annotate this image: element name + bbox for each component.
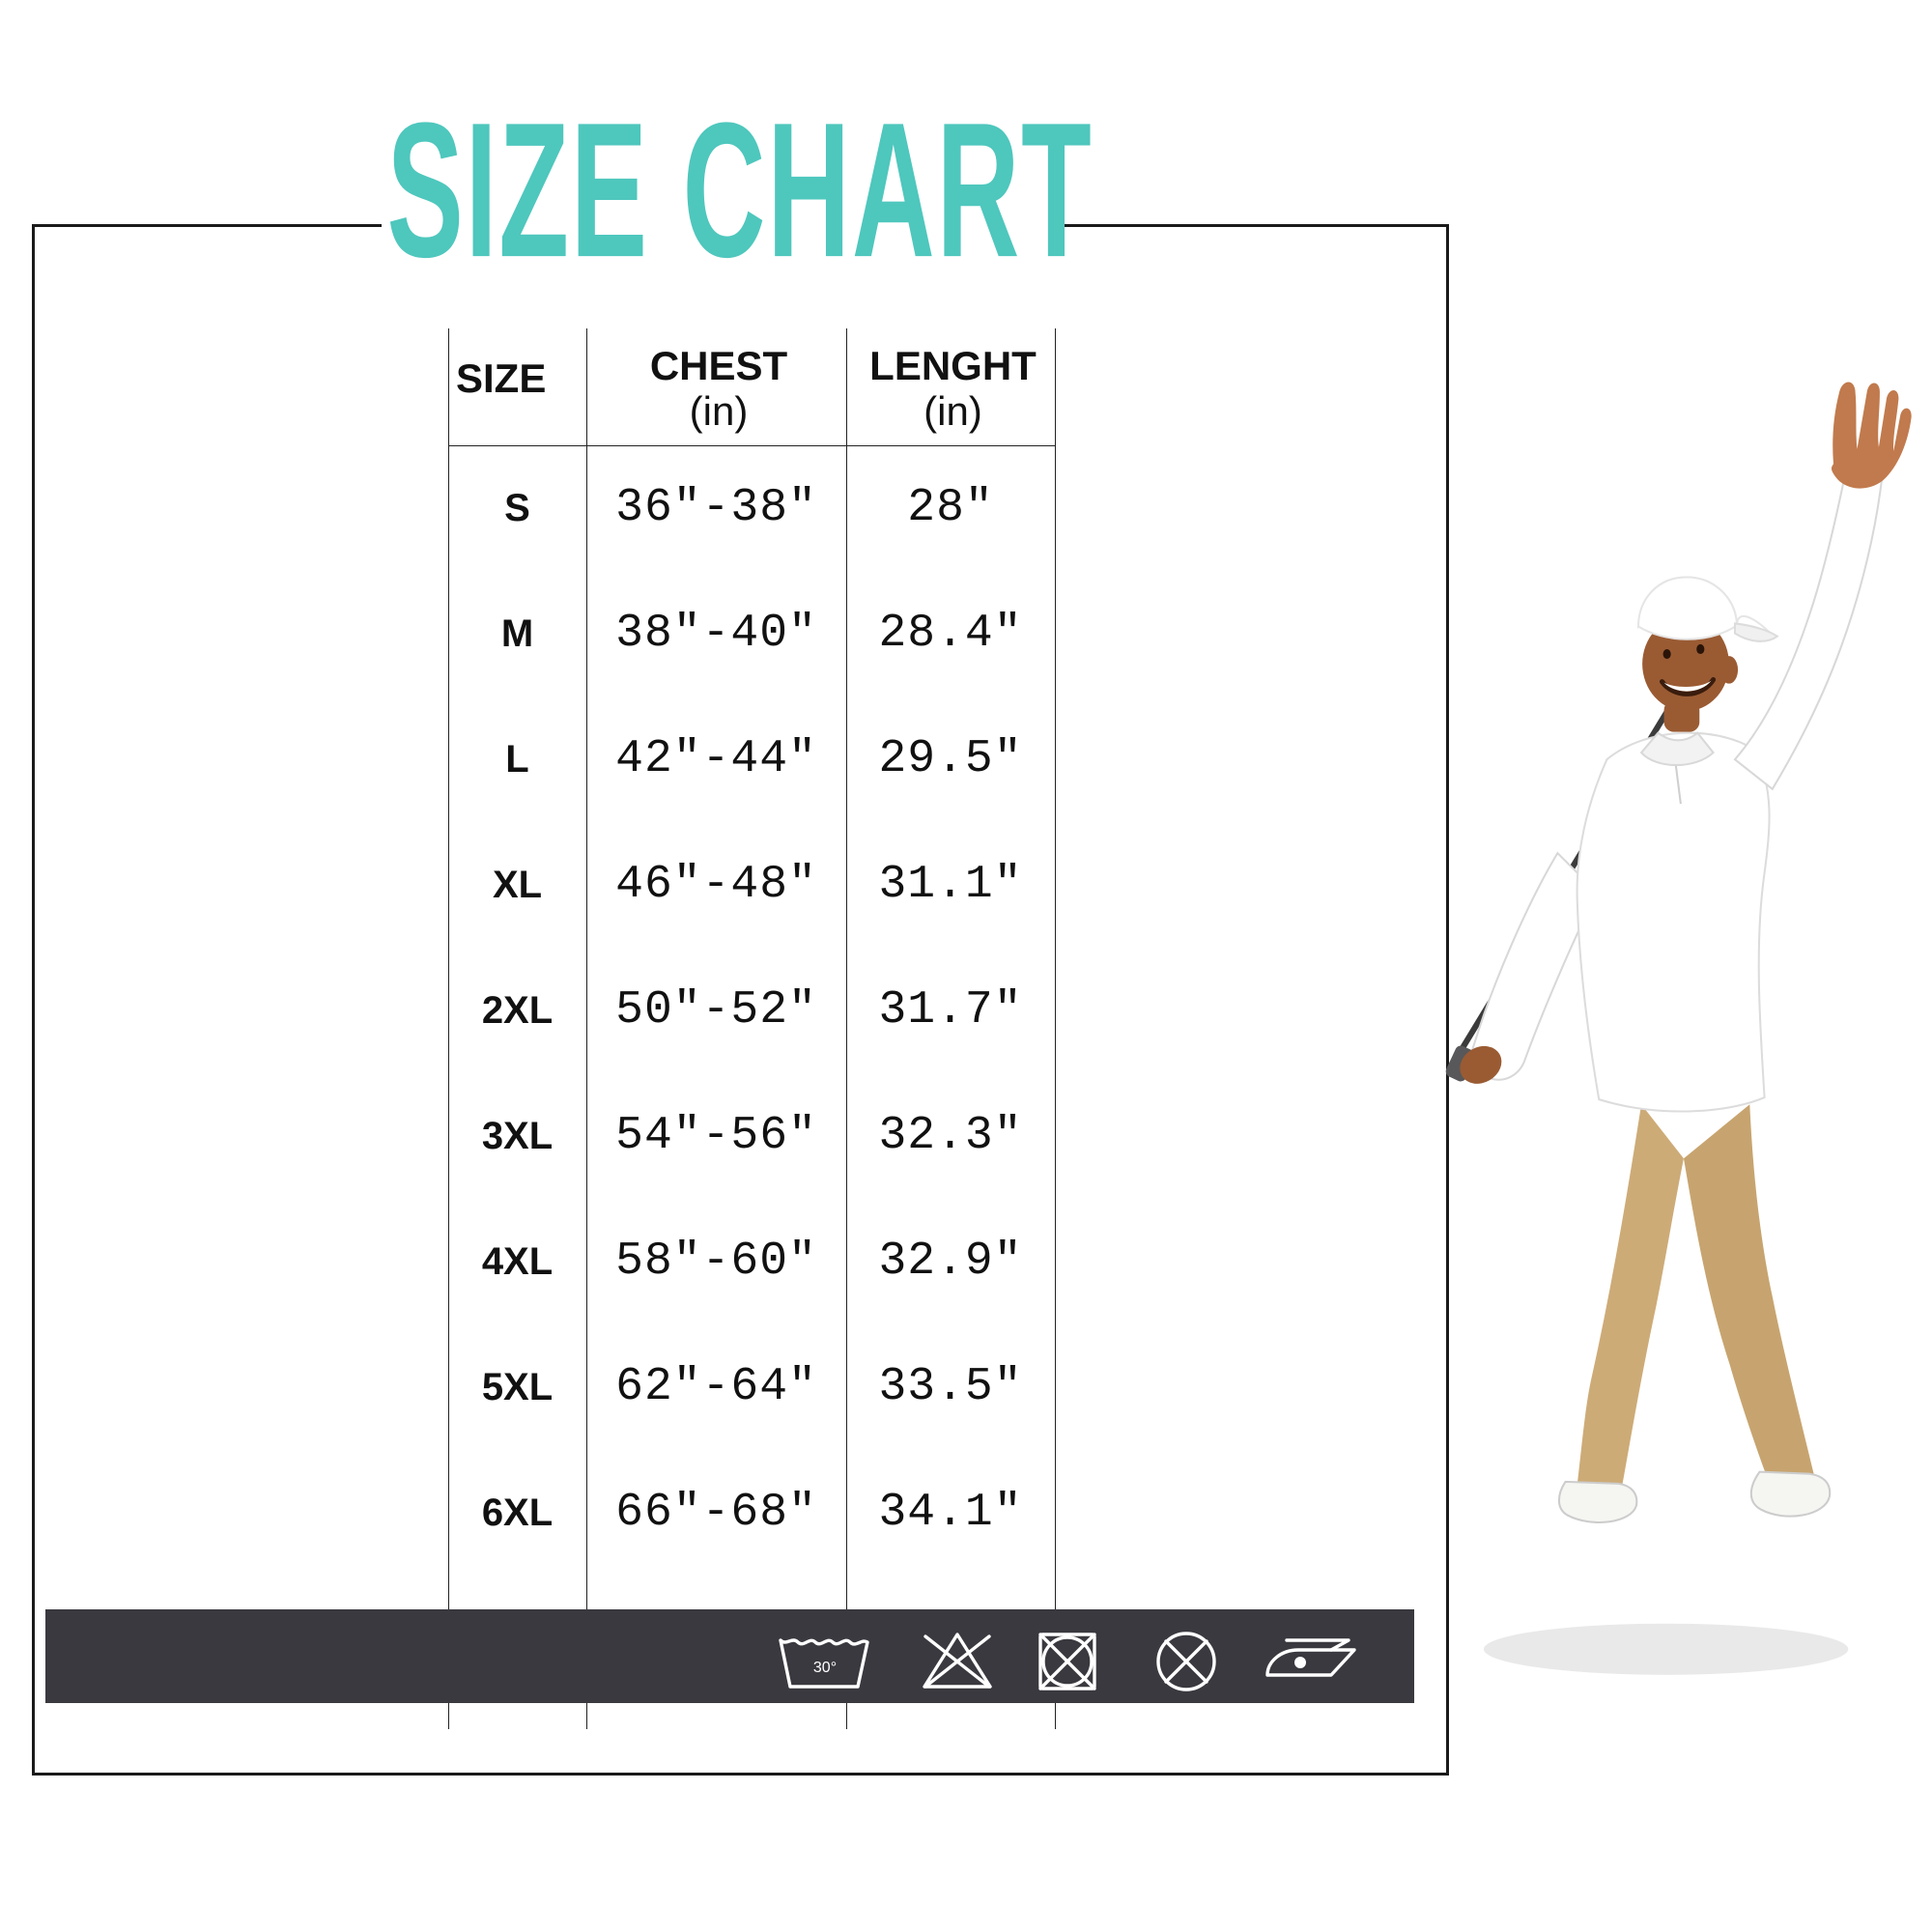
svg-text:30°: 30° [813,1660,837,1676]
